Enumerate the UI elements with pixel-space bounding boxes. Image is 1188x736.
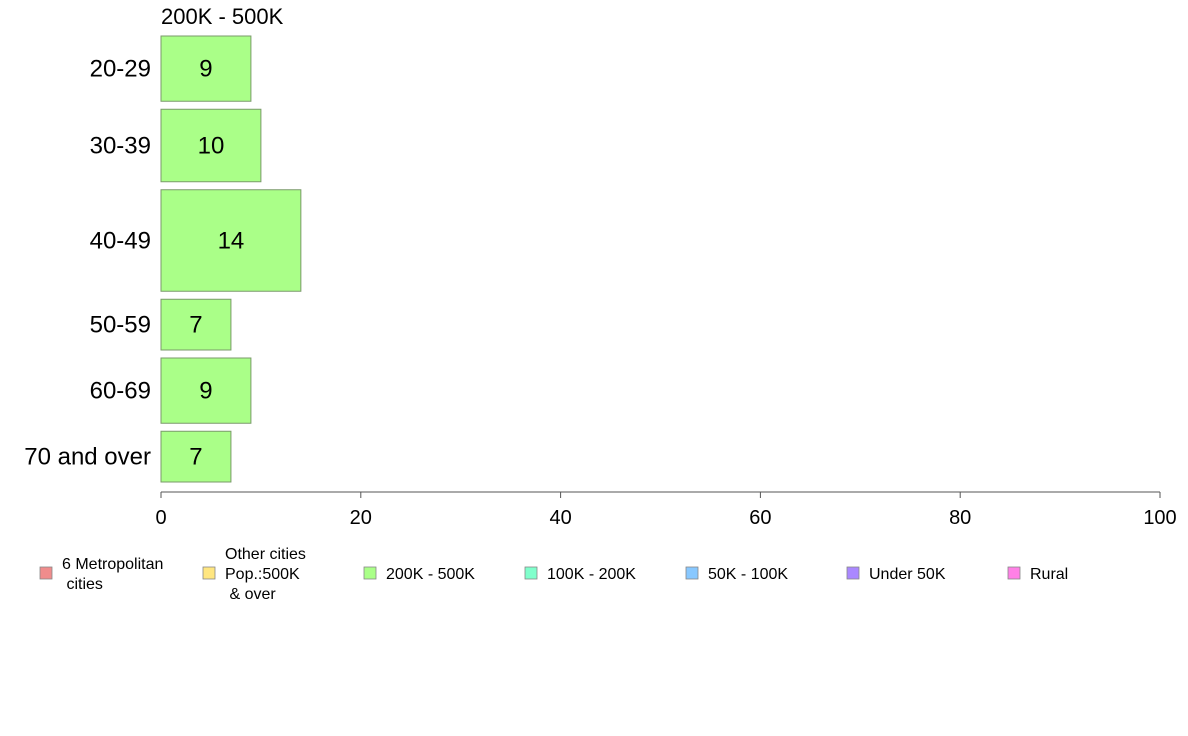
legend-label: 6 Metropolitan cities <box>62 556 163 593</box>
bar-value-label: 10 <box>198 133 225 160</box>
legend-swatch <box>524 566 538 580</box>
bar-50-59 <box>160 298 232 351</box>
bar-value-label: 14 <box>218 228 245 255</box>
legend-swatch <box>846 566 860 580</box>
legend-swatch <box>202 566 216 580</box>
x-tick-label: 80 <box>949 507 971 529</box>
panel-title: 200K - 500K <box>161 4 284 29</box>
x-tick-label: 40 <box>549 507 571 529</box>
category-label: 60-69 <box>90 378 151 405</box>
legend-swatch <box>685 566 699 580</box>
bar-40-49 <box>160 189 302 292</box>
legend: 6 Metropolitan cities Other cities Pop.:50… <box>39 546 1068 603</box>
bar-value-label: 9 <box>199 56 212 83</box>
x-tick-label: 100 <box>1143 507 1176 529</box>
category-label: 40-49 <box>90 228 151 255</box>
legend-label: Other cities Pop.:500K & over <box>225 546 306 603</box>
category-label: 70 and over <box>24 444 151 471</box>
bar-20-29 <box>160 35 252 102</box>
legend-label: 50K - 100K <box>708 566 788 583</box>
x-tick-label: 0 <box>155 507 166 529</box>
bar-value-label: 7 <box>189 312 202 339</box>
x-axis: 0 20 40 60 80 100 <box>155 491 1177 529</box>
legend-swatch <box>1007 566 1021 580</box>
bar-70-and-over <box>160 430 232 483</box>
bar-30-39 <box>160 108 262 183</box>
legend-label: Rural <box>1030 566 1068 583</box>
bar-value-label: 7 <box>189 444 202 471</box>
x-tick-label: 20 <box>350 507 372 529</box>
category-label: 50-59 <box>90 312 151 339</box>
legend-label: Under 50K <box>869 566 946 583</box>
category-label: 30-39 <box>90 133 151 160</box>
legend-swatch <box>363 566 377 580</box>
legend-label: 200K - 500K <box>386 566 475 583</box>
legend-swatch <box>39 566 53 580</box>
bar-60-69 <box>160 357 252 424</box>
bars-group: 9 20-29 10 30-39 14 40-49 7 50-59 9 60-69 7 70 and … <box>24 35 302 483</box>
category-label: 20-29 <box>90 56 151 83</box>
x-tick-label: 60 <box>749 507 771 529</box>
bar-value-label: 9 <box>199 378 212 405</box>
legend-label: 100K - 200K <box>547 566 636 583</box>
